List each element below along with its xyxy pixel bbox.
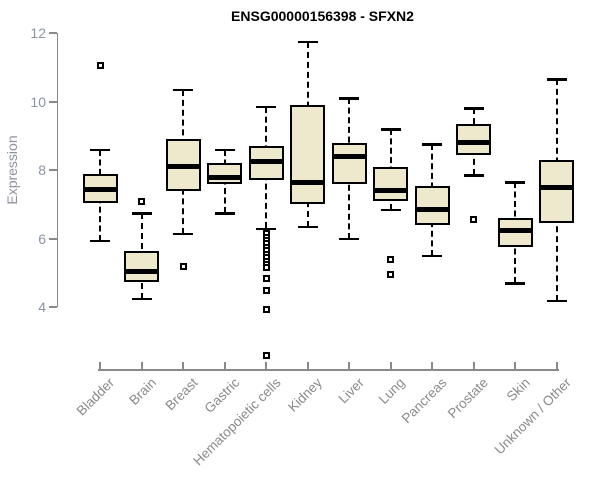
y-axis-tick: [48, 32, 57, 34]
outlier-point: [96, 62, 104, 70]
whisker-cap-bottom: [505, 282, 525, 285]
median-line: [458, 140, 489, 146]
median-line: [250, 159, 282, 165]
x-axis-tick: [389, 361, 392, 370]
whisker-cap-bottom: [463, 174, 484, 177]
x-axis-tick: [555, 361, 558, 370]
whisker-cap-top: [256, 105, 276, 109]
median-line: [209, 174, 240, 180]
x-category-label: Bladder: [74, 375, 118, 419]
whisker-cap-top: [339, 97, 359, 100]
whisker-cap-bottom: [380, 208, 401, 212]
x-category-label: Lung: [376, 375, 409, 407]
y-tick-label: 10: [30, 93, 46, 110]
x-axis-tick: [99, 361, 101, 370]
y-tick-label: 8: [38, 162, 46, 179]
y-axis-tick: [48, 169, 57, 172]
outlier-point: [262, 274, 270, 282]
whisker-cap-bottom: [546, 299, 567, 303]
box-pancreas: [414, 185, 450, 226]
x-category-label: Breast: [162, 375, 201, 414]
x-category-label: Gastric: [201, 375, 243, 416]
box-brain: [124, 250, 159, 282]
whisker-cap-top: [505, 181, 525, 184]
whisker-cap-bottom: [90, 239, 110, 242]
y-axis-tick: [48, 237, 57, 240]
median-line: [167, 164, 199, 170]
outlier-point: [138, 197, 145, 205]
x-category-label: Liver: [335, 375, 367, 407]
outlier-point: [387, 271, 394, 279]
box-skin: [497, 218, 533, 248]
median-line: [499, 227, 531, 233]
x-axis-tick: [348, 361, 350, 370]
box-liver: [331, 142, 367, 184]
x-category-label: Pancreas: [398, 375, 450, 426]
x-axis-tick: [472, 361, 475, 370]
outlier-point: [387, 255, 394, 263]
median-line: [333, 153, 365, 159]
outlier-point: [262, 286, 270, 294]
x-axis-tick: [514, 361, 516, 370]
whisker-cap-bottom: [131, 297, 152, 301]
median-line: [126, 268, 157, 274]
whisker-cap-top: [463, 107, 484, 110]
whisker-cap-top: [297, 40, 318, 44]
y-axis-line: [56, 33, 58, 308]
whisker-cap-bottom: [339, 237, 359, 241]
y-tick-label: 4: [38, 299, 46, 316]
median-line: [416, 207, 448, 213]
whisker-cap-bottom: [214, 212, 235, 215]
box-prostate: [456, 123, 491, 155]
median-line: [541, 184, 572, 190]
whisker-cap-top: [131, 212, 152, 215]
x-axis-line: [98, 369, 559, 371]
whisker-cap-bottom: [173, 232, 193, 236]
whisker-cap-bottom: [256, 227, 276, 230]
whisker-cap-top: [546, 78, 567, 81]
box-unknown-other: [539, 159, 574, 224]
box-kidney: [290, 105, 325, 205]
x-axis-tick: [223, 361, 226, 370]
x-category-label: Unknown / Other: [491, 375, 575, 458]
whisker-cap-bottom: [297, 225, 318, 229]
y-axis-tick: [48, 100, 57, 103]
whisker-cap-top: [173, 88, 193, 92]
outlier-point: [262, 351, 270, 359]
x-category-label: Kidney: [285, 375, 326, 415]
x-axis-tick: [140, 361, 143, 370]
x-category-label: Brain: [126, 375, 160, 408]
y-axis-tick: [48, 306, 57, 309]
whisker-cap-top: [90, 148, 110, 152]
whisker-cap-bottom: [422, 254, 442, 258]
median-line: [84, 186, 116, 192]
outlier-point: [262, 264, 270, 272]
box-lung: [373, 166, 408, 202]
whisker-cap-top: [422, 143, 442, 146]
x-axis-tick: [306, 361, 309, 370]
x-category-label: Prostate: [444, 375, 492, 422]
x-axis-tick: [265, 361, 267, 370]
y-tick-label: 12: [30, 25, 46, 41]
x-axis-tick: [431, 361, 433, 370]
x-axis-tick: [182, 361, 184, 370]
x-category-label: Skin: [503, 375, 533, 405]
median-line: [375, 188, 406, 194]
outlier-point: [470, 216, 477, 224]
y-tick-label: 6: [38, 230, 46, 247]
whisker-cap-top: [214, 148, 235, 152]
chart-title: ENSG00000156398 - SFXN2: [231, 8, 414, 24]
whisker-cap-top: [380, 128, 401, 131]
outlier-point: [179, 262, 187, 270]
outlier-point: [262, 305, 270, 313]
median-line: [292, 179, 323, 185]
